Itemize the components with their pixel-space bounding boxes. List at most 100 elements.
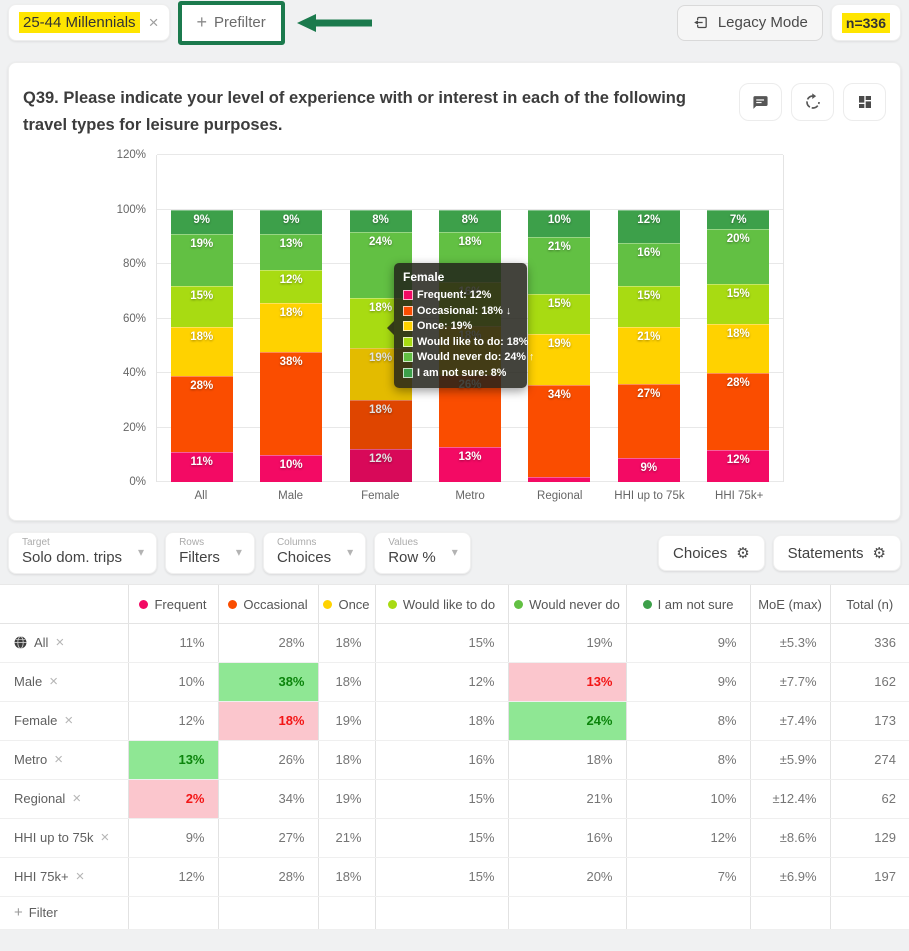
series-swatch-icon [403,290,413,301]
tooltip-title: Female [403,270,445,285]
series-dot-icon [323,600,333,610]
bar-segment[interactable]: 9% [617,457,680,483]
bar-segment[interactable]: 18% [707,324,770,374]
bar-segment[interactable]: 15% [707,283,770,325]
stacked-bar-hhi-75k-[interactable]: 7% 20% 15% 18% 28% 12% [707,209,770,483]
series-dot-icon [139,600,149,610]
bar-segment[interactable] [528,476,591,483]
bar-segment[interactable]: 7% [707,209,770,230]
bar-segment[interactable]: 12% [349,449,412,483]
segment-value-label: 18% [726,328,750,341]
value-cell: 2% [127,779,218,819]
remove-row-icon[interactable]: × [55,634,65,652]
table-row: Regional × 2% 34% 19% 15% 21% 10% ±12.4% 62 [0,779,909,819]
bar-segment[interactable]: 12% [617,209,680,243]
remove-row-icon[interactable]: × [75,868,85,886]
comment-button[interactable] [739,83,782,121]
moe-cell: ±5.3% [749,623,830,663]
bar-segment[interactable]: 9% [170,209,233,235]
segment-value-label: 21% [637,331,661,344]
bar-segment[interactable]: 12% [707,449,770,483]
table-corner-cell [0,585,128,624]
bar-segment[interactable]: 18% [349,399,412,450]
stacked-bar-regional[interactable]: 10% 21% 15% 19% 34% [528,209,591,483]
bar-segment[interactable]: 18% [260,302,323,352]
empty-cell [749,896,830,930]
remove-row-icon[interactable]: × [49,673,58,691]
tooltip-text: Once: 19% [417,320,473,333]
bar-segment[interactable]: 15% [617,286,680,328]
moe-cell: ±8.6% [749,818,830,858]
x-category-label: HHI 75k+ [715,490,764,503]
legacy-mode-button[interactable]: Legacy Mode [676,4,823,41]
tooltip-text: Would never do: 24% ↑ [417,351,535,364]
columns-dropdown[interactable]: Columns Choices ▾ [262,532,367,575]
bar-segment[interactable]: 13% [438,446,501,483]
segment-value-label: 20% [726,233,750,246]
value-cell: 16% [507,818,626,858]
bar-segment[interactable]: 20% [707,229,770,284]
choices-settings-label: Choices [673,544,728,562]
columns-dropdown-value: Choices [276,549,332,567]
refresh-button[interactable] [791,83,834,121]
target-dropdown-value: Solo dom. trips [22,549,123,567]
segment-value-label: 15% [547,297,571,310]
bar-segment[interactable]: 15% [170,286,233,328]
layout-button[interactable] [843,83,886,121]
rows-dropdown[interactable]: Rows Filters ▾ [165,532,255,575]
bar-segment[interactable]: 8% [349,209,412,232]
bar-segment[interactable]: 19% [170,234,233,287]
remove-row-icon[interactable]: × [64,712,74,730]
row-label-text: Regional [14,791,66,807]
plot-area: 9% 19% 15% 18% 28% 11% 9% 13% 12% 18% 38% 10% 8% 24% 1… [156,154,784,483]
remove-filter-icon[interactable]: × [148,13,159,32]
globe-icon [14,636,27,650]
series-swatch-icon [403,336,413,347]
value-cell: 15% [374,818,508,858]
bar-segment[interactable]: 16% [617,242,680,287]
bar-segment[interactable]: 11% [170,452,233,483]
prefilter-button[interactable]: + Prefilter [181,4,281,41]
choices-settings-button[interactable]: Choices ⚙ [658,535,765,572]
bar-segment[interactable]: 18% [170,327,233,377]
active-filter-chip[interactable]: 25-44 Millennials × [8,4,170,41]
remove-row-icon[interactable]: × [54,751,63,769]
bar-segment[interactable]: 27% [617,384,680,458]
question-title: Q39. Please indicate your level of exper… [23,89,686,135]
bar-segment[interactable]: 28% [707,373,770,450]
statements-settings-button[interactable]: Statements ⚙ [772,535,901,572]
bar-segment[interactable]: 12% [260,269,323,303]
bar-segment[interactable]: 10% [528,209,591,237]
stacked-bar-hhi-up-to-75k[interactable]: 12% 16% 15% 21% 27% 9% [617,209,680,483]
row-label-text: HHI up to 75k [14,830,94,846]
x-category-label: Metro [455,490,485,503]
bar-segment[interactable]: 19% [528,334,591,386]
value-cell: 26% [217,740,318,780]
dashboard-icon [858,96,871,108]
target-dropdown[interactable]: Target Solo dom. trips ▾ [8,532,158,575]
bar-segment[interactable]: 21% [528,236,591,294]
bar-segment[interactable]: 13% [260,234,323,270]
add-filter-button[interactable]: + Filter [0,896,128,930]
bar-segment[interactable]: 21% [617,327,680,385]
pivot-controls: Target Solo dom. trips ▾ Rows Filters ▾ … [0,521,909,584]
table-row: All × 11% 28% 18% 15% 19% 9% ±5.3% 336 [0,623,909,663]
segment-value-label: 11% [190,456,213,469]
bar-segment[interactable]: 15% [528,293,591,335]
segment-value-label: 12% [369,453,393,466]
stacked-bar-male[interactable]: 9% 13% 12% 18% 38% 10% [260,209,323,483]
remove-row-icon[interactable]: × [100,829,110,847]
bar-segment[interactable]: 9% [260,209,323,235]
remove-row-icon[interactable]: × [72,790,82,808]
bar-segment[interactable]: 38% [260,351,323,456]
columns-dropdown-label: Columns [276,537,317,549]
segment-value-label: 18% [369,403,393,416]
bar-segment[interactable]: 28% [170,376,233,453]
comment-icon [753,95,768,109]
stacked-bar-all[interactable]: 9% 19% 15% 18% 28% 11% [170,209,233,483]
bar-segment[interactable]: 10% [260,455,323,483]
value-cell: 9% [625,662,750,702]
bar-segment[interactable]: 8% [438,209,501,232]
bar-segment[interactable]: 34% [528,385,591,477]
values-dropdown[interactable]: Values Row % ▾ [374,532,471,575]
